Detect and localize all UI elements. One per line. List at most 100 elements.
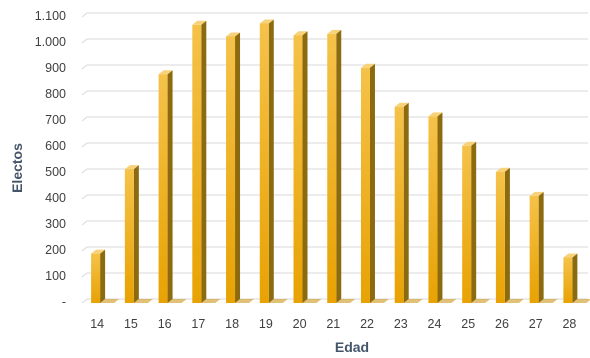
bar-front — [293, 35, 303, 303]
x-axis-title: Edad — [335, 339, 369, 355]
bar-20 — [293, 31, 322, 303]
bar-base — [437, 299, 457, 303]
bar-27 — [529, 191, 558, 303]
y-tick-label: 300 — [45, 217, 66, 231]
x-tick-label: 27 — [529, 317, 543, 331]
gridline-200 — [81, 246, 588, 252]
x-tick-label: 20 — [293, 317, 307, 331]
x-axis-ticks: 14 15 16 17 18 19 20 21 22 23 24 25 26 27 28 — [90, 317, 576, 331]
bar-front — [259, 23, 269, 303]
bar-side — [167, 70, 173, 303]
bar-base — [100, 299, 120, 303]
bar-front — [124, 169, 134, 303]
bar-top — [124, 165, 139, 170]
gridline-600 — [81, 142, 588, 148]
gridline-300 — [81, 220, 588, 226]
bar-front — [462, 145, 472, 303]
bar-front — [192, 24, 202, 304]
x-tick-label: 19 — [259, 317, 273, 331]
bar-top — [495, 167, 510, 172]
bar-front — [158, 74, 168, 303]
bar-24 — [428, 112, 457, 303]
x-tick-label: 25 — [461, 317, 475, 331]
y-axis-title: Electos — [9, 143, 25, 193]
gridline-100 — [81, 272, 588, 278]
bar-base — [403, 299, 423, 303]
gridline-900 — [81, 64, 588, 70]
bar-front — [327, 33, 337, 304]
bar-14 — [91, 249, 120, 303]
bar-side — [403, 102, 409, 303]
bar-top — [529, 191, 544, 196]
bar-21 — [327, 29, 356, 304]
bar-base — [471, 299, 491, 303]
bar-side — [437, 112, 443, 303]
bar-28 — [563, 253, 590, 303]
bar-top — [462, 141, 477, 146]
gridline-500 — [81, 168, 588, 174]
bar-base — [167, 299, 187, 303]
gridline-400 — [81, 194, 588, 200]
bar-side — [471, 141, 477, 303]
gridlines — [81, 12, 588, 304]
bar-side — [100, 249, 106, 303]
bar-side — [268, 19, 274, 303]
x-tick-label: 18 — [225, 317, 239, 331]
bar-side — [201, 20, 207, 304]
x-tick-label: 15 — [124, 317, 138, 331]
bar-front — [529, 195, 539, 303]
bar-18 — [226, 32, 255, 303]
bar-base — [235, 299, 255, 303]
x-tick-label: 14 — [90, 317, 104, 331]
gridline-1100 — [81, 12, 588, 18]
y-tick-label: 700 — [45, 113, 66, 127]
bars — [91, 19, 590, 304]
bar-top — [563, 253, 578, 258]
x-tick-label: 26 — [495, 317, 509, 331]
x-tick-label: 17 — [191, 317, 205, 331]
bar-top — [327, 29, 342, 34]
bar-base — [302, 299, 322, 303]
bar-base — [538, 299, 558, 303]
x-tick-label: 28 — [562, 317, 576, 331]
bar-26 — [495, 167, 524, 303]
bar-side — [336, 29, 342, 304]
bar-16 — [158, 70, 187, 303]
bar-17 — [192, 20, 221, 304]
gridline-700 — [81, 116, 588, 122]
bar-side — [235, 32, 241, 303]
bar-top — [192, 20, 207, 25]
y-tick-label: 1.000 — [35, 35, 66, 49]
x-tick-label: 23 — [394, 317, 408, 331]
gridline-800 — [81, 90, 588, 96]
y-tick-label: - — [62, 295, 66, 309]
bar-front — [394, 106, 404, 303]
bar-side — [133, 165, 139, 303]
bar-base — [336, 299, 356, 303]
y-tick-label: 200 — [45, 243, 66, 257]
bar-front — [428, 116, 438, 303]
y-tick-label: 500 — [45, 165, 66, 179]
bar-base — [133, 299, 153, 303]
bar-top — [91, 249, 106, 254]
y-axis-ticks: - 100 200 300 400 500 600 700 800 900 1.000 1.100 — [35, 9, 66, 309]
x-tick-label: 22 — [360, 317, 374, 331]
bar-top — [158, 70, 173, 75]
y-tick-label: 600 — [45, 139, 66, 153]
bar-front — [91, 253, 101, 303]
gridline-1000 — [81, 38, 588, 44]
y-tick-label: 900 — [45, 61, 66, 75]
bar-23 — [394, 102, 423, 303]
bar-side — [369, 63, 375, 304]
bar-25 — [462, 141, 491, 303]
x-tick-label: 24 — [428, 317, 442, 331]
bar-base — [201, 299, 221, 303]
x-tick-label: 16 — [158, 317, 172, 331]
bar-15 — [124, 165, 153, 303]
y-tick-label: 100 — [45, 269, 66, 283]
bar-side — [572, 253, 578, 303]
x-tick-label: 21 — [326, 317, 340, 331]
bar-side — [302, 31, 308, 303]
bar-side — [504, 167, 510, 303]
bar-22 — [360, 63, 389, 304]
